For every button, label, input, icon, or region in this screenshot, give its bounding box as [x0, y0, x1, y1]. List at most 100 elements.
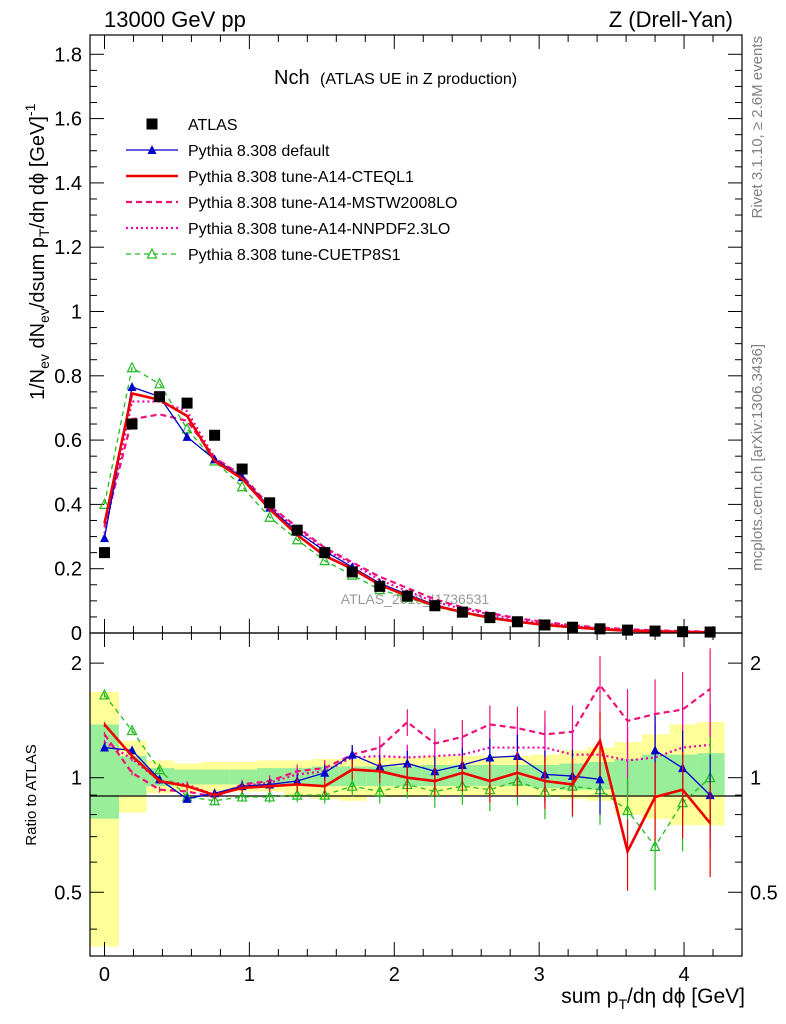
x-tick-label: 0	[99, 964, 110, 986]
band-inner	[90, 724, 119, 819]
ratio-point-default	[402, 758, 412, 768]
point-data	[566, 621, 578, 633]
legend-item-data: ATLAS	[146, 117, 238, 134]
band-inner	[201, 769, 230, 785]
ratio-series-cteql1	[103, 711, 712, 891]
band-inner	[449, 764, 477, 787]
point-cuetp	[264, 510, 276, 522]
header-left: 13000 GeV pp	[104, 7, 246, 32]
point-data	[401, 590, 413, 602]
rivet-label: Rivet 3.1.10, ≥ 2.6M events	[749, 36, 766, 219]
point-data	[126, 418, 138, 430]
band-inner	[284, 768, 312, 785]
main-ytick-label: 1.8	[54, 44, 82, 66]
legend-label: Pythia 8.308 default	[188, 143, 330, 160]
ratio-point-cuetp	[236, 790, 248, 802]
main-ytick-label: 1	[71, 301, 82, 323]
ratio-ytick-label-right: 0.5	[750, 882, 778, 904]
ratio-point-cuetp	[319, 788, 331, 800]
point-data	[456, 606, 468, 618]
point-cuetp	[126, 361, 138, 373]
legend-label: Pythia 8.308 tune-A14-CTEQL1	[188, 169, 414, 186]
main-ytick-label: 0.8	[54, 366, 82, 388]
line-mstw	[103, 413, 711, 633]
header-right: Z (Drell-Yan)	[609, 7, 733, 32]
legend-marker	[147, 145, 157, 154]
point-data	[622, 624, 634, 636]
band-inner	[642, 754, 670, 796]
point-data	[704, 626, 716, 638]
main-ytick-label: 0.6	[54, 430, 82, 452]
ratio-point-default	[485, 752, 495, 762]
x-axis-label: sum pT/dη dϕ [GeV]	[561, 985, 745, 1012]
ratio-point-cuetp	[374, 785, 386, 797]
point-default	[182, 431, 192, 441]
point-data	[511, 616, 523, 628]
band-inner	[476, 764, 505, 787]
x-tick-label: 1	[244, 964, 255, 986]
ratio-point-default	[650, 745, 660, 755]
ratio-ytick-label: 0.5	[54, 882, 82, 904]
legend-marker	[146, 118, 158, 130]
ratio-ytick-label-right: 2	[750, 653, 761, 675]
plot-title: Nch	[274, 67, 310, 89]
point-data	[319, 547, 331, 559]
main-ytick-label: 0.2	[54, 559, 82, 581]
main-plot-panel: Nch (ATLAS UE in Z production) ATLAS_201…	[54, 34, 743, 645]
legend: ATLAS Pythia 8.308 default Pythia 8.308 tu…	[126, 117, 457, 264]
ratio-point-cuetp	[209, 794, 221, 806]
ratio-point-cuetp	[346, 779, 358, 791]
legend-label: Pythia 8.308 tune-A14-NNPDF2.3LO	[188, 221, 450, 238]
legend-label: ATLAS	[188, 117, 238, 134]
ratio-point-cuetp	[291, 788, 303, 800]
point-default	[99, 533, 109, 543]
point-data	[181, 397, 193, 409]
legend-label: Pythia 8.308 tune-CUETP8S1	[188, 247, 401, 264]
band-inner	[504, 764, 532, 787]
band-inner	[614, 758, 643, 796]
point-data	[649, 625, 661, 637]
point-data	[236, 463, 248, 475]
legend-item-nnpdf: Pythia 8.308 tune-A14-NNPDF2.3LO	[126, 221, 450, 238]
legend-item-cuetp: Pythia 8.308 tune-CUETP8S1	[126, 247, 401, 264]
band-inner	[394, 766, 422, 787]
legend-label: Pythia 8.308 tune-A14-MSTW2008LO	[188, 195, 457, 212]
point-cuetp	[319, 554, 331, 566]
point-cuetp	[154, 377, 166, 389]
legend-marker	[146, 247, 158, 259]
ratio-point-default	[347, 749, 357, 759]
ratio-point-cuetp	[649, 840, 661, 851]
ratio-ytick-label-right: 1	[750, 768, 761, 790]
legend-item-cteql1: Pythia 8.308 tune-A14-CTEQL1	[126, 169, 414, 186]
point-data	[594, 623, 606, 635]
point-data	[291, 524, 303, 536]
x-tick-label: 3	[534, 964, 545, 986]
mcplots-label: mcplots.cern.ch [arXiv:1306.3436]	[749, 344, 766, 571]
legend-item-mstw: Pythia 8.308 tune-A14-MSTW2008LO	[126, 195, 457, 212]
point-data	[374, 580, 386, 592]
series-data	[98, 391, 716, 638]
ratio-point-cuetp	[154, 763, 166, 775]
band-inner	[339, 766, 367, 787]
series-mstw	[103, 413, 711, 633]
ratio-point-default	[595, 774, 605, 784]
band-inner	[229, 769, 257, 785]
ratio-point-default	[320, 767, 330, 777]
ratio-point-cuetp	[99, 688, 110, 700]
point-default	[127, 382, 137, 392]
point-data	[264, 497, 276, 509]
ratio-point-cuetp	[622, 804, 634, 816]
plot-subtitle: (ATLAS UE in Z production)	[320, 71, 517, 88]
band-inner	[256, 768, 285, 785]
band-inner	[669, 754, 698, 796]
main-ylabel: 1/Nev dNev/dsum pT/dη dϕ [GeV]-1	[22, 103, 52, 400]
point-cuetp	[291, 533, 303, 545]
point-data	[539, 619, 551, 631]
main-ytick-label: 1.2	[54, 237, 82, 259]
x-tick-label: 4	[678, 964, 689, 986]
ratio-ytick-label: 1	[71, 768, 82, 790]
band-inner	[174, 769, 202, 785]
point-default	[237, 472, 247, 482]
ratio-point-cuetp	[264, 790, 276, 802]
